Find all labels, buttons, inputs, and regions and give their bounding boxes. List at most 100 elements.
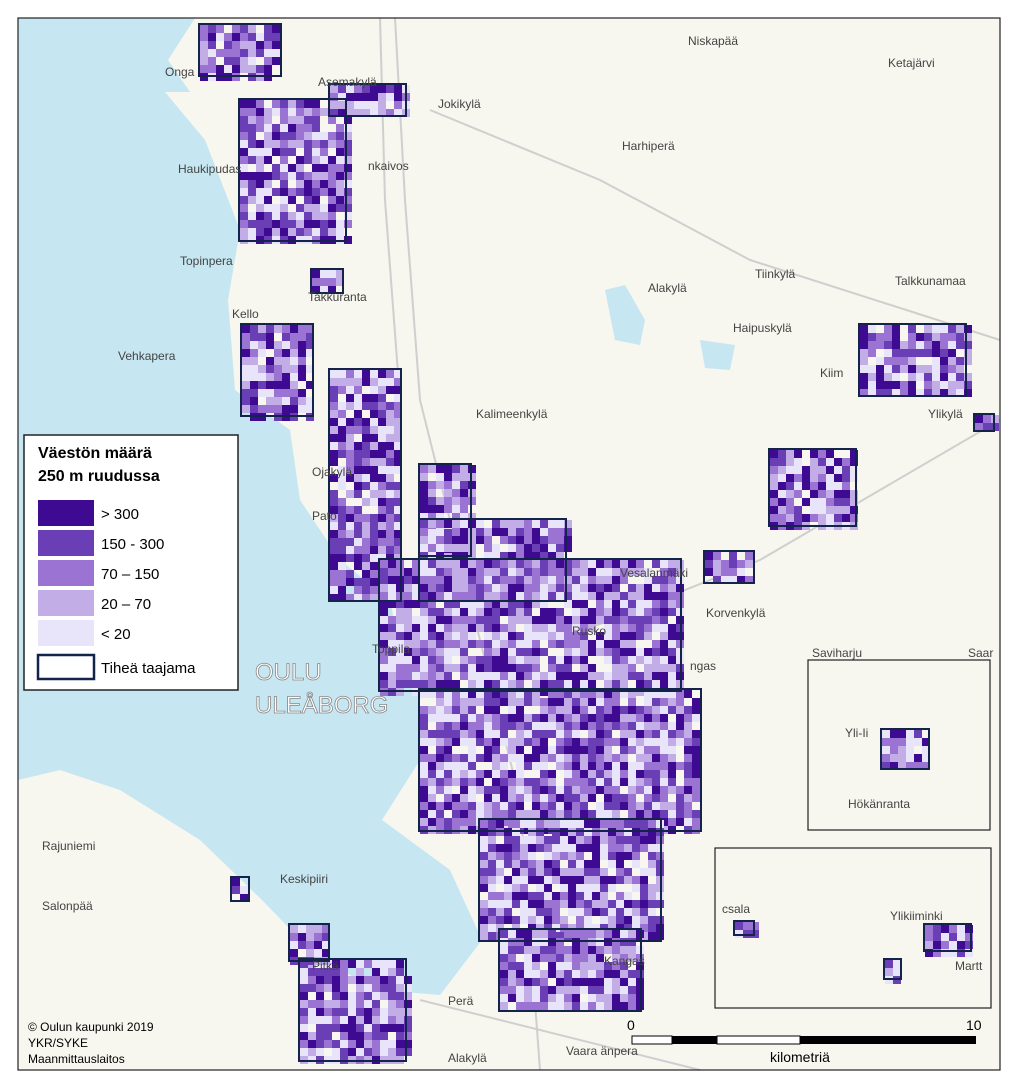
grid-cell: [668, 698, 676, 706]
grid-cell: [256, 33, 264, 41]
grid-cell: [644, 600, 652, 608]
grid-cell: [516, 722, 524, 730]
grid-cell: [516, 552, 524, 560]
grid-cell: [500, 608, 508, 616]
grid-cell: [312, 148, 320, 156]
grid-cell: [362, 426, 370, 434]
grid-cell: [564, 560, 572, 568]
grid-cell: [484, 730, 492, 738]
grid-cell: [528, 916, 536, 924]
grid-cell: [488, 924, 496, 932]
grid-cell: [556, 672, 564, 680]
grid-cell: [240, 148, 248, 156]
grid-cell: [394, 394, 402, 402]
grid-cell: [386, 474, 394, 482]
grid-cell: [452, 818, 460, 826]
grid-cell: [436, 544, 444, 552]
grid-cell: [956, 373, 964, 381]
grid-cell: [516, 786, 524, 794]
grid-cell: [648, 884, 656, 892]
grid-cell: [312, 164, 320, 172]
grid-cell: [300, 1016, 308, 1024]
grid-cell: [786, 450, 794, 458]
grid-cell: [660, 640, 668, 648]
grid-cell: [612, 600, 620, 608]
grid-cell: [668, 672, 676, 680]
grid-cell: [484, 536, 492, 544]
grid-cell: [786, 498, 794, 506]
grid-cell: [496, 852, 504, 860]
scale-label: 10: [966, 1017, 982, 1033]
grid-cell: [380, 1016, 388, 1024]
grid-cell: [362, 594, 370, 602]
grid-cell: [612, 770, 620, 778]
grid-cell: [636, 746, 644, 754]
grid-cell: [232, 65, 240, 73]
grid-cell: [240, 33, 248, 41]
grid-cell: [488, 900, 496, 908]
grid-cell: [516, 640, 524, 648]
grid-cell: [508, 714, 516, 722]
grid-cell: [975, 415, 983, 423]
grid-cell: [330, 434, 338, 442]
grid-cell: [520, 908, 528, 916]
grid-cell: [842, 458, 850, 466]
grid-cell: [584, 892, 592, 900]
grid-cell: [729, 552, 737, 560]
grid-cell: [834, 490, 842, 498]
grid-cell: [588, 746, 596, 754]
grid-cell: [346, 514, 354, 522]
grid-cell: [320, 286, 328, 294]
grid-cell: [500, 560, 508, 568]
grid-cell: [380, 992, 388, 1000]
grid-cell: [532, 592, 540, 600]
grid-cell: [362, 418, 370, 426]
grid-cell: [290, 325, 298, 333]
grid-cell: [692, 714, 700, 722]
grid-cell: [370, 378, 378, 386]
grid-cell: [860, 357, 868, 365]
grid-cell: [652, 738, 660, 746]
grid-cell: [692, 730, 700, 738]
grid-cell: [532, 970, 540, 978]
grid-cell: [332, 1024, 340, 1032]
grid-cell: [428, 714, 436, 722]
grid-cell: [536, 908, 544, 916]
place-label: Hökänranta: [848, 797, 910, 811]
grid-cell: [256, 148, 264, 156]
grid-cell: [242, 341, 250, 349]
grid-cell: [908, 333, 916, 341]
grid-cell: [500, 786, 508, 794]
grid-cell: [940, 341, 948, 349]
grid-cell: [476, 592, 484, 600]
grid-cell: [378, 109, 386, 117]
grid-cell: [532, 794, 540, 802]
grid-cell: [258, 405, 266, 413]
grid-cell: [344, 124, 352, 132]
grid-cell: [580, 568, 588, 576]
grid-cell: [484, 552, 492, 560]
grid-cell: [264, 180, 272, 188]
grid-cell: [354, 450, 362, 458]
grid-cell: [388, 656, 396, 664]
grid-cell: [504, 884, 512, 892]
grid-cell: [588, 568, 596, 576]
grid-cell: [264, 188, 272, 196]
grid-cell: [572, 714, 580, 722]
grid-cell: [508, 698, 516, 706]
grid-cell: [300, 976, 308, 984]
grid-cell: [560, 868, 568, 876]
grid-cell: [572, 722, 580, 730]
grid-cell: [644, 592, 652, 600]
grid-cell: [628, 746, 636, 754]
grid-cell: [552, 876, 560, 884]
grid-cell: [644, 722, 652, 730]
grid-cell: [556, 592, 564, 600]
grid-cell: [396, 616, 404, 624]
grid-cell: [388, 560, 396, 568]
grid-cell: [394, 466, 402, 474]
grid-cell: [644, 738, 652, 746]
grid-cell: [404, 672, 412, 680]
grid-cell: [380, 1024, 388, 1032]
grid-cell: [508, 802, 516, 810]
